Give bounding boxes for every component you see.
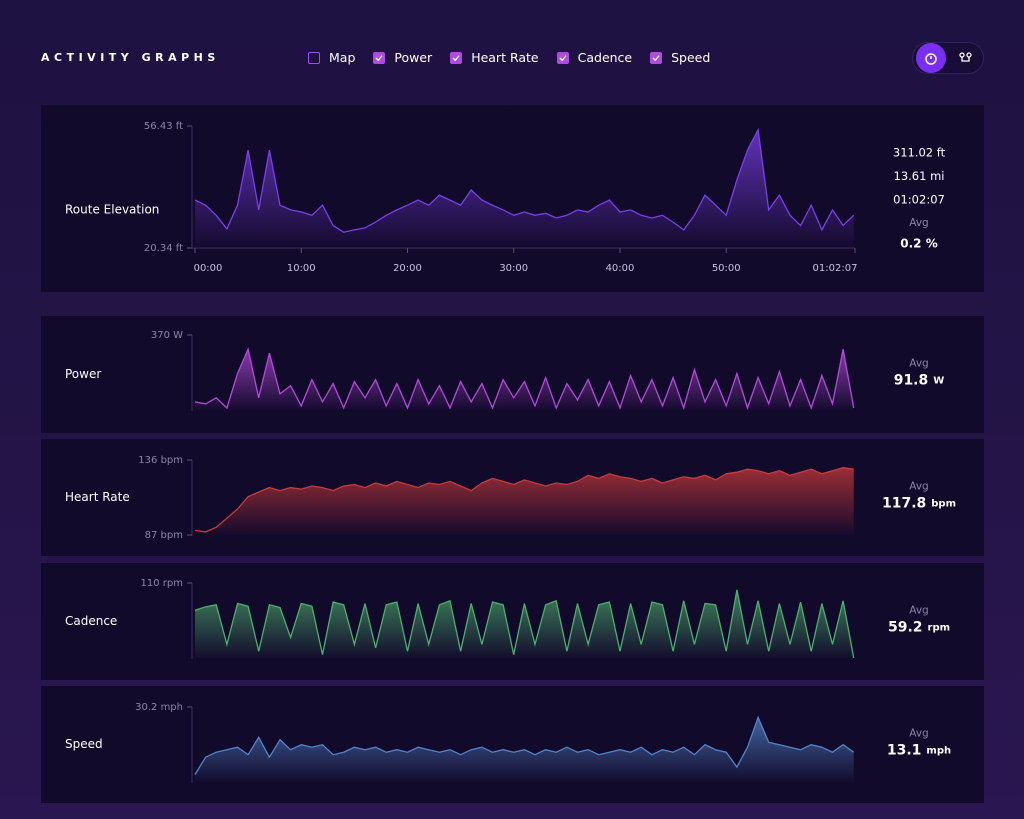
- toggle[interactable]: Heart Rate: [450, 50, 539, 65]
- chart-label: Heart Rate: [65, 490, 130, 504]
- x-tick-label: 20:00: [393, 263, 422, 274]
- avg-value: 0.2 %: [900, 237, 937, 251]
- toggle-label: Heart Rate: [471, 50, 539, 65]
- route-button[interactable]: [959, 52, 972, 62]
- checkbox[interactable]: [650, 51, 663, 64]
- check-icon: [452, 54, 460, 61]
- area-fill: [195, 349, 854, 410]
- y-tick-label: 110 rpm: [141, 578, 183, 589]
- toggle-label: Cadence: [577, 50, 633, 65]
- data-line: [194, 467, 854, 533]
- avg-value: 59.2 rpm: [888, 620, 950, 636]
- avg-label: Avg: [909, 217, 928, 229]
- toggle-label: Power: [394, 50, 433, 65]
- data-line: [194, 715, 855, 775]
- chart-label: Power: [65, 367, 101, 381]
- toggle[interactable]: Map: [308, 50, 355, 65]
- chart-panel: [41, 105, 984, 292]
- avg-value: 13.1 mph: [887, 743, 951, 759]
- x-tick-label: 40:00: [606, 263, 635, 274]
- chart-panel: [41, 686, 984, 803]
- chart-panel: [41, 563, 984, 680]
- y-tick-label: 20.34 ft: [144, 243, 183, 254]
- x-tick-label: 30:00: [499, 263, 528, 274]
- check-icon: [559, 54, 567, 61]
- chart-label: Route Elevation: [65, 203, 159, 217]
- area-fill: [195, 129, 854, 248]
- checkbox[interactable]: [556, 51, 569, 64]
- avg-number: 117.8: [882, 496, 926, 512]
- data-line: [194, 127, 855, 233]
- x-tick-label: 00:00: [194, 263, 223, 274]
- stat-value: 311.02 ft: [893, 146, 946, 160]
- x-tick-label: 01:02:07: [813, 263, 858, 274]
- checkbox[interactable]: [308, 51, 320, 64]
- check-icon: [375, 54, 383, 61]
- stat-value: 01:02:07: [893, 193, 945, 207]
- avg-label: Avg: [909, 605, 928, 617]
- view-switch: [912, 42, 984, 74]
- y-tick-label: 30.2 mph: [135, 702, 183, 713]
- stat-value: 13.61 mi: [894, 169, 945, 183]
- avg-number: 59.2: [888, 620, 923, 636]
- page-title: ACTIVITY GRAPHS: [41, 51, 220, 64]
- chart-panel: [41, 316, 984, 433]
- avg-number: 13.1: [887, 743, 922, 759]
- chart-label: Cadence: [65, 614, 117, 628]
- chart-panel: [41, 439, 984, 556]
- x-tick-label: 50:00: [712, 263, 741, 274]
- toggle[interactable]: Power: [373, 50, 432, 65]
- avg-label: Avg: [909, 358, 928, 370]
- area-fill: [195, 467, 854, 535]
- toggle[interactable]: Speed: [650, 50, 710, 65]
- timer-icon: [925, 53, 937, 65]
- area-fill: [195, 717, 854, 782]
- toggle[interactable]: Cadence: [556, 50, 633, 65]
- avg-unit: bpm: [931, 499, 956, 510]
- avg-label: Avg: [909, 728, 928, 740]
- area-fill: [195, 589, 854, 658]
- toggle-label: Speed: [671, 50, 711, 65]
- data-line: [194, 347, 855, 411]
- x-tick-label: 10:00: [287, 263, 316, 274]
- toggle-label: Map: [329, 50, 356, 65]
- toggle-bar: Map Power Heart Rate Cadence Speed: [308, 50, 710, 65]
- data-line: [194, 589, 855, 659]
- y-tick-label: 56.43 ft: [144, 121, 183, 132]
- avg-unit: mph: [926, 746, 951, 757]
- avg-value: 91.8 W: [894, 373, 945, 389]
- y-tick-label: 136 bpm: [138, 455, 183, 466]
- y-tick-label: 87 bpm: [145, 530, 183, 541]
- checkbox[interactable]: [450, 51, 463, 64]
- avg-unit: W: [933, 376, 944, 387]
- chart-label: Speed: [65, 737, 103, 751]
- check-icon: [652, 54, 660, 61]
- avg-label: Avg: [909, 481, 928, 493]
- avg-value: 117.8 bpm: [882, 496, 956, 512]
- view-icons: [916, 43, 972, 73]
- avg-number: 91.8: [894, 373, 929, 389]
- y-tick-label: 370 W: [151, 330, 183, 341]
- checkbox[interactable]: [373, 51, 386, 64]
- avg-unit: rpm: [928, 623, 951, 634]
